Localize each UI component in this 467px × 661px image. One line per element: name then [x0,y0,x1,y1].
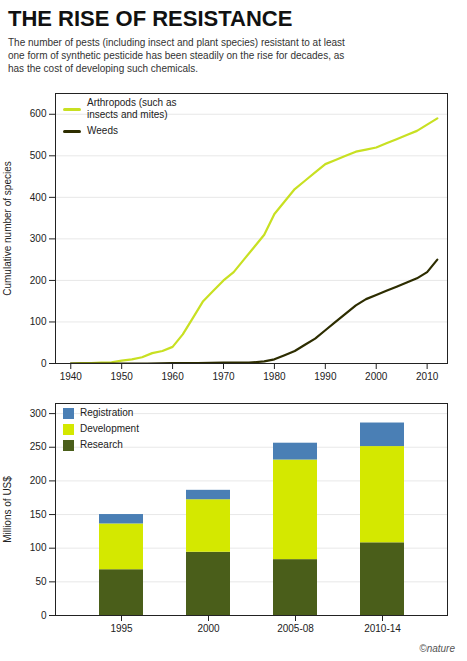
svg-text:1970: 1970 [212,371,235,382]
html-text:Registration: Registration [80,407,134,418]
html-text:Research: Research [80,439,123,450]
svg-text:0: 0 [41,358,47,369]
svg-text:2010: 2010 [416,371,439,382]
svg-text:1995: 1995 [110,623,133,634]
svg-text:Millions of US$: Millions of US$ [2,476,13,543]
html-text:Development: Development [80,423,139,434]
html-text:The number of pests (including: The number of pests (including insect an… [8,37,345,74]
svg-text:600: 600 [30,108,47,119]
svg-text:300: 300 [30,408,47,419]
svg-text:1990: 1990 [314,371,337,382]
svg-text:0: 0 [41,610,47,621]
svg-text:2010-14: 2010-14 [364,623,401,634]
svg-text:1980: 1980 [263,371,286,382]
svg-text:200: 200 [30,475,47,486]
svg-text:250: 250 [30,441,47,452]
svg-text:1950: 1950 [111,371,134,382]
svg-text:100: 100 [30,542,47,553]
svg-text:50: 50 [35,576,47,587]
svg-text:100: 100 [30,316,47,327]
html-text:Arthropods (such as insects an: Arthropods (such as insects and mites) [87,97,177,120]
html-text:THE RISE OF RESISTANCE: THE RISE OF RESISTANCE [8,6,293,31]
svg-text:200: 200 [30,275,47,286]
svg-text:300: 300 [30,233,47,244]
svg-text:Cumulative number of species: Cumulative number of species [2,161,13,296]
svg-text:150: 150 [30,509,47,520]
html-text:©nature: ©nature [419,643,455,654]
svg-text:1940: 1940 [60,371,83,382]
svg-text:2005-08: 2005-08 [277,623,314,634]
svg-text:2000: 2000 [365,371,388,382]
html-text:Weeds: Weeds [87,125,118,136]
svg-text:1960: 1960 [161,371,184,382]
svg-text:2000: 2000 [197,623,220,634]
svg-text:500: 500 [30,150,47,161]
svg-text:400: 400 [30,192,47,203]
